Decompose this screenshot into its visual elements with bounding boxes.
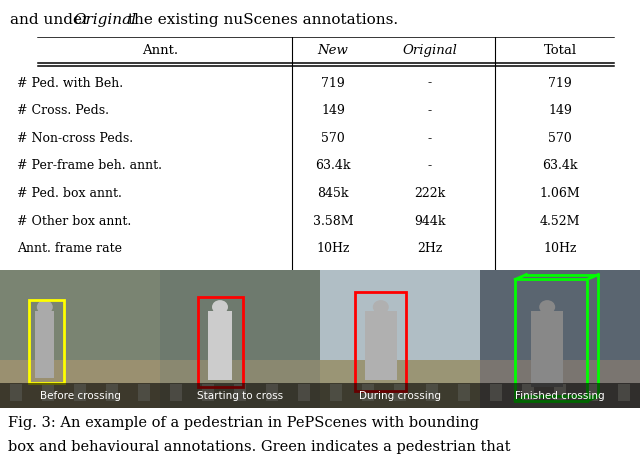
Text: Starting to cross: Starting to cross — [197, 390, 283, 401]
Bar — [365, 311, 397, 380]
Bar — [480, 383, 640, 408]
Text: -: - — [428, 77, 432, 89]
Text: # Ped. with Beh.: # Ped. with Beh. — [17, 77, 123, 89]
Text: Original: Original — [403, 44, 458, 58]
Bar — [330, 384, 342, 401]
Text: # Cross. Peds.: # Cross. Peds. — [17, 104, 109, 117]
Text: 2Hz: 2Hz — [417, 242, 443, 255]
Text: 149: 149 — [321, 104, 345, 117]
Text: 570: 570 — [548, 132, 572, 145]
Bar — [160, 383, 320, 408]
Text: -: - — [428, 104, 432, 117]
Bar — [458, 384, 470, 401]
Bar — [554, 384, 566, 401]
Bar — [480, 270, 640, 366]
Text: Annt.: Annt. — [142, 44, 178, 58]
Text: 845k: 845k — [317, 187, 349, 200]
Bar — [74, 384, 86, 401]
Text: -: - — [428, 132, 432, 145]
Bar — [35, 311, 54, 378]
Text: During crossing: During crossing — [359, 390, 441, 401]
Bar — [320, 360, 480, 408]
Text: 719: 719 — [321, 77, 345, 89]
Bar — [0, 383, 160, 408]
Text: -: - — [428, 160, 432, 172]
Bar — [394, 384, 406, 401]
Bar — [208, 311, 232, 380]
Text: Before crossing: Before crossing — [40, 390, 120, 401]
Text: 944k: 944k — [414, 214, 445, 228]
Bar — [266, 384, 278, 401]
Text: 63.4k: 63.4k — [316, 160, 351, 172]
Bar — [0, 360, 160, 408]
Bar — [10, 384, 22, 401]
Bar — [490, 384, 502, 401]
Bar — [42, 384, 54, 401]
Text: 570: 570 — [321, 132, 345, 145]
Text: 63.4k: 63.4k — [542, 160, 578, 172]
Text: 1.06M: 1.06M — [540, 187, 580, 200]
Text: # Per-frame beh. annt.: # Per-frame beh. annt. — [17, 160, 162, 172]
Bar — [618, 384, 630, 401]
Text: Total: Total — [543, 44, 577, 58]
Bar — [320, 383, 480, 408]
Bar — [202, 384, 214, 401]
Circle shape — [540, 300, 556, 314]
Circle shape — [37, 300, 53, 314]
Circle shape — [212, 300, 228, 314]
Bar — [160, 270, 320, 366]
Bar — [0, 270, 160, 366]
Text: the existing nuScenes annotations.: the existing nuScenes annotations. — [124, 13, 399, 27]
Bar — [234, 384, 246, 401]
Bar — [138, 384, 150, 401]
Bar — [198, 297, 243, 387]
Text: # Other box annt.: # Other box annt. — [17, 214, 131, 228]
Text: and under: and under — [10, 13, 94, 27]
Bar — [355, 292, 406, 391]
Text: # Non-cross Peds.: # Non-cross Peds. — [17, 132, 133, 145]
Bar — [531, 311, 563, 387]
Bar — [29, 300, 64, 383]
Text: 4.52M: 4.52M — [540, 214, 580, 228]
Circle shape — [372, 300, 389, 314]
Text: Finished crossing: Finished crossing — [515, 390, 605, 401]
Text: 10Hz: 10Hz — [316, 242, 349, 255]
Bar — [426, 384, 438, 401]
Bar — [515, 279, 588, 401]
Text: Annt. frame rate: Annt. frame rate — [17, 242, 122, 255]
Bar — [298, 384, 310, 401]
Text: 222k: 222k — [414, 187, 445, 200]
Bar — [522, 384, 534, 401]
Bar — [106, 384, 118, 401]
Bar — [320, 270, 480, 366]
Bar — [480, 360, 640, 408]
Bar — [160, 360, 320, 408]
Text: 149: 149 — [548, 104, 572, 117]
Text: New: New — [317, 44, 348, 58]
Text: 719: 719 — [548, 77, 572, 89]
Text: # Ped. box annt.: # Ped. box annt. — [17, 187, 122, 200]
Bar — [170, 384, 182, 401]
Text: Original: Original — [73, 13, 136, 27]
Text: 10Hz: 10Hz — [543, 242, 577, 255]
Text: Fig. 3: An example of a pedestrian in PePScenes with bounding: Fig. 3: An example of a pedestrian in Pe… — [8, 416, 479, 430]
Bar — [362, 384, 374, 401]
Bar — [586, 384, 598, 401]
Text: box and behavioural annotations. Green indicates a pedestrian that: box and behavioural annotations. Green i… — [8, 440, 511, 454]
Text: 3.58M: 3.58M — [313, 214, 353, 228]
